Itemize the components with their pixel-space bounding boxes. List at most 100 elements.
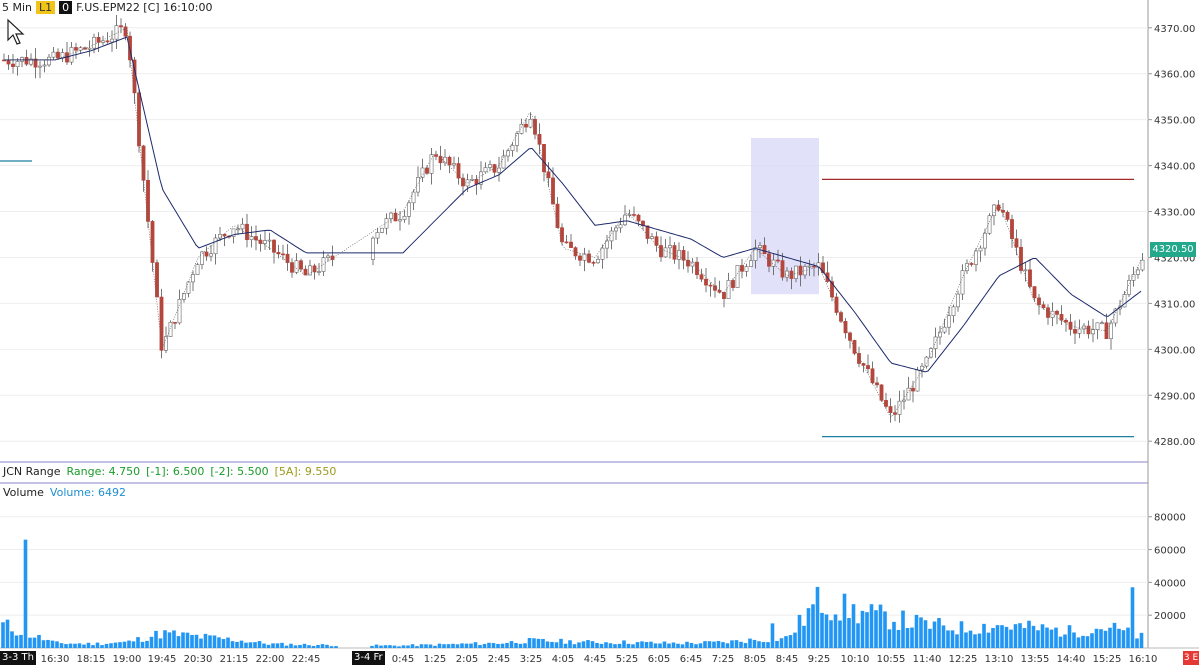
candle-body <box>420 167 425 178</box>
time-tick-label: 13:55 <box>1021 654 1050 665</box>
candle-body <box>992 204 996 217</box>
volume-bar <box>838 620 842 648</box>
volume-bar <box>311 645 316 648</box>
candle-body <box>200 251 204 265</box>
volume-bar <box>1000 625 1004 648</box>
candle-body <box>254 236 258 241</box>
volume-bar <box>118 642 122 648</box>
volume-bar <box>158 638 163 648</box>
candle-body <box>114 25 119 40</box>
volume-bar <box>928 628 932 648</box>
volume-bar <box>455 644 460 648</box>
volume-bar <box>586 640 590 648</box>
volume-bar <box>217 637 221 648</box>
candle-body <box>119 25 123 28</box>
zero-badge[interactable]: 0 <box>59 0 73 14</box>
volume-bar <box>788 635 793 648</box>
candle-body <box>1077 328 1082 334</box>
volume-bar <box>86 642 91 648</box>
candle-body <box>110 38 114 43</box>
candle-body <box>33 58 38 68</box>
volume-bar <box>1027 620 1031 648</box>
time-tick-label: 16:30 <box>41 654 70 665</box>
candle-body <box>906 387 911 401</box>
candle-body <box>447 156 452 166</box>
volume-bar <box>451 643 455 648</box>
volume-bar <box>707 641 712 648</box>
candle-body <box>1005 212 1010 220</box>
candle-body <box>852 340 857 354</box>
candle-body <box>812 265 816 268</box>
candle-body <box>951 306 956 316</box>
volume-bar <box>5 619 10 648</box>
candle-body <box>285 253 290 263</box>
candle-body <box>299 260 303 270</box>
candle-body <box>488 164 492 168</box>
volume-bar <box>221 639 226 648</box>
candle-body <box>267 239 272 242</box>
volume-bar <box>262 643 266 648</box>
volume-bar <box>887 629 892 648</box>
candle-body <box>623 214 627 226</box>
l1-badge[interactable]: L1 <box>36 0 56 14</box>
time-tick-label: 10:55 <box>877 654 906 665</box>
candle-body <box>1073 329 1077 334</box>
volume-bar <box>59 643 64 648</box>
volume-bar <box>703 641 707 648</box>
candle-body <box>11 63 15 68</box>
candle-body <box>627 214 632 216</box>
candle-body <box>1019 246 1023 271</box>
candle-body <box>515 133 519 146</box>
volume-bar <box>793 632 797 648</box>
candle-body <box>924 356 929 367</box>
volume-bar <box>1076 637 1081 648</box>
volume-title[interactable]: Volume <box>3 486 44 499</box>
candle-body <box>15 61 20 68</box>
volume-value: Volume: 6492 <box>49 486 127 499</box>
candle-body <box>956 293 960 308</box>
volume-bar <box>1054 627 1058 648</box>
corner-chip[interactable]: 3 E <box>1183 651 1199 665</box>
volume-bar <box>1112 622 1117 648</box>
volume-bar <box>968 630 973 648</box>
candle-body <box>1055 310 1059 315</box>
volume-bar <box>986 632 991 648</box>
volume-bar <box>1045 627 1049 648</box>
volume-bar <box>136 637 140 648</box>
candle-body <box>1086 325 1091 335</box>
candle-body <box>794 265 798 279</box>
time-tick-label: 19:45 <box>148 654 177 665</box>
volume-bar <box>689 642 694 648</box>
highlight-box <box>751 138 819 295</box>
volume-bar <box>19 634 23 648</box>
candle-body <box>501 155 506 169</box>
candle-body <box>186 281 191 294</box>
volume-bar <box>631 644 635 648</box>
candle-body <box>1032 286 1037 299</box>
time-tick-label: 8:45 <box>776 654 798 665</box>
candle-body <box>672 245 677 260</box>
interval-label[interactable]: 5 Min <box>2 0 33 14</box>
candle-body <box>915 369 920 392</box>
volume-bar <box>1072 632 1076 648</box>
candle-body <box>168 322 173 337</box>
candle-body <box>659 245 663 258</box>
jcn-range-title[interactable]: JCN Range <box>3 465 61 478</box>
volume-bar <box>167 632 172 648</box>
time-tick-label: 15:25 <box>1093 654 1122 665</box>
candle-body <box>902 399 906 402</box>
candle-body <box>470 179 474 181</box>
candle-body <box>524 123 528 128</box>
candle-body <box>690 261 695 267</box>
candle-body <box>996 204 1001 211</box>
volume-bar <box>820 612 824 648</box>
candle-body <box>987 215 992 234</box>
candle-body <box>681 250 686 261</box>
volume-bar <box>617 643 622 648</box>
chart-header: 5 Min L1 0 F.US.EPM22 [C] 16:10:00 <box>2 0 212 14</box>
volume-bar <box>541 638 545 648</box>
candle-body <box>704 278 708 286</box>
moving-average-line <box>4 36 1142 373</box>
candle-body <box>1082 325 1086 330</box>
